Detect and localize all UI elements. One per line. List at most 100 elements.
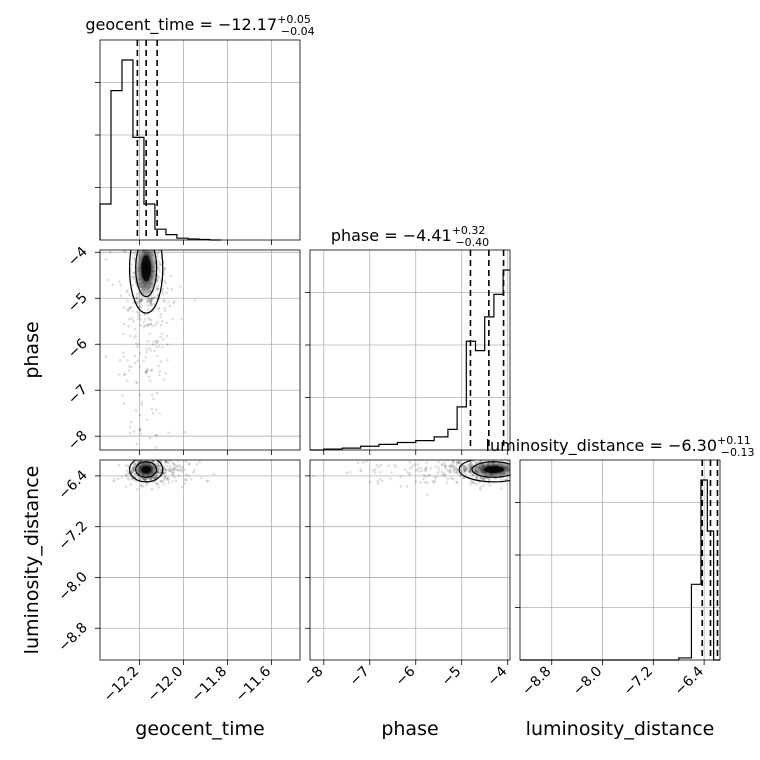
scatter-point bbox=[163, 474, 167, 478]
scatter-point bbox=[512, 468, 515, 471]
scatter-point bbox=[174, 479, 178, 483]
title-geocent-time-minus: −0.04 bbox=[281, 25, 315, 38]
scatter-point bbox=[117, 477, 120, 481]
scatter-point bbox=[155, 482, 159, 486]
scatter-point bbox=[152, 309, 155, 313]
scatter-point bbox=[486, 457, 489, 460]
x-tick-label: −4 bbox=[485, 663, 511, 689]
scatter-point bbox=[135, 460, 139, 462]
scatter-point bbox=[144, 241, 147, 244]
scatter-point bbox=[172, 301, 176, 305]
scatter-point bbox=[399, 475, 403, 478]
scatter-point bbox=[130, 468, 134, 472]
scatter-point bbox=[163, 266, 166, 270]
scatter-point bbox=[125, 288, 129, 292]
scatter-point bbox=[130, 263, 133, 266]
scatter-point bbox=[380, 479, 384, 482]
scatter-point bbox=[465, 468, 468, 472]
density-core bbox=[483, 465, 505, 474]
title-phase: phase = −4.41+0.32 −0.40 bbox=[331, 224, 489, 249]
scatter-point bbox=[514, 480, 517, 483]
scatter-point bbox=[118, 245, 121, 248]
scatter-point bbox=[127, 324, 130, 328]
scatter-point bbox=[481, 484, 485, 487]
scatter-point bbox=[144, 371, 148, 375]
scatter-point bbox=[469, 461, 473, 465]
scatter-point bbox=[138, 365, 142, 368]
y-tick-label: −8 bbox=[65, 428, 91, 454]
scatter-point bbox=[184, 473, 188, 476]
scatter-point bbox=[142, 320, 146, 324]
scatter-point bbox=[142, 219, 145, 222]
scatter-point bbox=[145, 453, 148, 456]
scatter-point bbox=[162, 482, 166, 486]
scatter-point bbox=[144, 369, 148, 373]
scatter-point bbox=[164, 470, 168, 473]
scatter-point bbox=[149, 477, 153, 481]
scatter-point bbox=[178, 469, 182, 472]
scatter-point bbox=[146, 369, 150, 373]
x-tick-label: −6.4 bbox=[672, 663, 707, 698]
scatter-point bbox=[123, 237, 126, 240]
scatter-point bbox=[148, 332, 152, 336]
scatter-point bbox=[373, 471, 377, 474]
x-tick-label: −5 bbox=[439, 664, 465, 690]
scatter-point bbox=[424, 468, 427, 471]
scatter-point bbox=[124, 485, 128, 488]
scatter-point bbox=[171, 473, 175, 477]
scatter-point bbox=[140, 305, 143, 309]
scatter-point bbox=[146, 304, 149, 307]
scatter-point bbox=[110, 476, 113, 479]
scatter-point bbox=[161, 337, 165, 341]
scatter-point bbox=[128, 317, 131, 321]
title-luminosity-distance-minus: −0.13 bbox=[721, 446, 755, 459]
scatter-point bbox=[143, 245, 146, 248]
scatter-point bbox=[483, 457, 486, 460]
scatter-point bbox=[139, 314, 142, 317]
scatter-point bbox=[151, 297, 155, 300]
scatter-point bbox=[376, 479, 380, 483]
scatter-point bbox=[159, 460, 163, 463]
scatter-point bbox=[161, 345, 164, 349]
scatter-point bbox=[95, 339, 98, 342]
scatter-point bbox=[131, 222, 134, 225]
scatter-point bbox=[136, 296, 140, 300]
scatter-point bbox=[135, 244, 138, 247]
scatter-point bbox=[173, 453, 176, 456]
scatter-point bbox=[126, 478, 130, 481]
scatter-point bbox=[475, 453, 478, 456]
scatter-point bbox=[130, 478, 134, 481]
scatter-point bbox=[136, 314, 140, 317]
scatter-point bbox=[200, 476, 203, 480]
scatter-point bbox=[354, 456, 357, 459]
scatter-point bbox=[156, 293, 160, 297]
scatter-point bbox=[459, 474, 462, 477]
scatter-point bbox=[359, 470, 363, 473]
scatter-point bbox=[152, 460, 155, 463]
scatter-point bbox=[122, 332, 125, 335]
scatter-point bbox=[155, 433, 159, 437]
scatter-point bbox=[159, 470, 163, 474]
scatter-point bbox=[180, 470, 184, 473]
title-phase-median: −4.41 bbox=[403, 226, 452, 245]
scatter-point bbox=[173, 463, 177, 467]
scatter-point bbox=[462, 471, 466, 474]
scatter-point bbox=[180, 317, 183, 321]
scatter-point bbox=[469, 483, 473, 486]
scatter-point bbox=[174, 468, 178, 471]
scatter-point bbox=[184, 478, 187, 482]
scatter-point bbox=[189, 477, 193, 481]
scatter-point bbox=[150, 303, 153, 307]
scatter-point bbox=[526, 471, 529, 474]
scatter-point bbox=[132, 276, 135, 279]
scatter-point bbox=[155, 461, 159, 464]
scatter-point bbox=[153, 246, 156, 249]
scatter-point bbox=[163, 306, 167, 310]
contour-outer bbox=[128, 460, 164, 483]
scatter-point bbox=[436, 471, 440, 475]
scatter-point bbox=[423, 480, 427, 484]
scatter-point bbox=[148, 304, 152, 308]
scatter-point bbox=[193, 468, 196, 472]
scatter-point bbox=[455, 461, 459, 465]
x-tick-label: −8.0 bbox=[570, 664, 605, 699]
